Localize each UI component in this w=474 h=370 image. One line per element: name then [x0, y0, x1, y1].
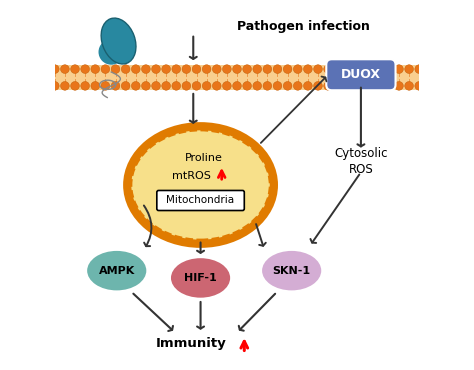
FancyBboxPatch shape [326, 59, 395, 90]
Circle shape [324, 81, 332, 90]
Circle shape [243, 65, 252, 74]
Circle shape [222, 65, 231, 74]
Circle shape [212, 81, 221, 90]
Circle shape [81, 65, 90, 74]
Circle shape [121, 81, 130, 90]
Circle shape [283, 65, 292, 74]
Circle shape [172, 65, 181, 74]
Text: Immunity: Immunity [156, 337, 227, 350]
Circle shape [394, 81, 403, 90]
Ellipse shape [126, 125, 275, 245]
Circle shape [162, 65, 171, 74]
Circle shape [192, 81, 201, 90]
Ellipse shape [99, 39, 124, 65]
Circle shape [101, 81, 110, 90]
Text: Cytosolic
ROS: Cytosolic ROS [334, 147, 388, 176]
Circle shape [273, 81, 282, 90]
Circle shape [61, 81, 69, 90]
Circle shape [71, 81, 80, 90]
Circle shape [111, 65, 120, 74]
Circle shape [202, 65, 211, 74]
Circle shape [324, 65, 332, 74]
Circle shape [405, 81, 413, 90]
Circle shape [182, 81, 191, 90]
Circle shape [152, 65, 160, 74]
Circle shape [334, 65, 343, 74]
Circle shape [172, 81, 181, 90]
Text: mtROS: mtROS [172, 171, 211, 181]
Circle shape [293, 81, 302, 90]
Circle shape [111, 81, 120, 90]
Circle shape [405, 65, 413, 74]
Circle shape [182, 65, 191, 74]
Circle shape [61, 65, 69, 74]
Text: Mitochondria: Mitochondria [166, 195, 235, 205]
Circle shape [354, 81, 363, 90]
Circle shape [101, 65, 110, 74]
Circle shape [415, 65, 424, 74]
Circle shape [384, 81, 393, 90]
Circle shape [364, 81, 373, 90]
Circle shape [91, 81, 100, 90]
Circle shape [50, 65, 59, 74]
Ellipse shape [261, 249, 323, 292]
Ellipse shape [131, 130, 270, 240]
Ellipse shape [128, 128, 273, 242]
Circle shape [334, 81, 343, 90]
Circle shape [303, 65, 312, 74]
Circle shape [162, 81, 171, 90]
Circle shape [71, 65, 80, 74]
Ellipse shape [123, 122, 278, 248]
Circle shape [415, 81, 424, 90]
Circle shape [152, 81, 160, 90]
Circle shape [263, 65, 272, 74]
Circle shape [202, 81, 211, 90]
Circle shape [91, 65, 100, 74]
Circle shape [374, 65, 383, 74]
Circle shape [263, 81, 272, 90]
Circle shape [50, 81, 59, 90]
Circle shape [394, 65, 403, 74]
Circle shape [283, 81, 292, 90]
Circle shape [364, 65, 373, 74]
Text: AMPK: AMPK [99, 266, 135, 276]
Circle shape [314, 81, 322, 90]
Circle shape [344, 81, 353, 90]
Circle shape [121, 65, 130, 74]
Circle shape [374, 81, 383, 90]
Circle shape [314, 65, 322, 74]
Circle shape [253, 81, 262, 90]
Circle shape [384, 65, 393, 74]
Circle shape [131, 65, 140, 74]
Circle shape [142, 65, 150, 74]
Circle shape [243, 81, 252, 90]
Ellipse shape [170, 257, 231, 299]
Circle shape [233, 81, 241, 90]
Circle shape [222, 81, 231, 90]
Circle shape [212, 65, 221, 74]
Text: Pathogen infection: Pathogen infection [237, 20, 370, 33]
Circle shape [142, 81, 150, 90]
Ellipse shape [101, 18, 136, 64]
Text: Proline: Proline [185, 153, 223, 163]
Circle shape [253, 65, 262, 74]
Circle shape [344, 65, 353, 74]
Circle shape [273, 65, 282, 74]
Text: SKN-1: SKN-1 [273, 266, 311, 276]
Circle shape [354, 65, 363, 74]
FancyBboxPatch shape [157, 191, 244, 211]
Text: HIF-1: HIF-1 [184, 273, 217, 283]
Circle shape [192, 65, 201, 74]
Circle shape [303, 81, 312, 90]
Circle shape [233, 65, 241, 74]
Text: DUOX: DUOX [341, 68, 381, 81]
Ellipse shape [86, 249, 148, 292]
Circle shape [81, 81, 90, 90]
Bar [55, 65, 419, 90]
Circle shape [131, 81, 140, 90]
Circle shape [293, 65, 302, 74]
